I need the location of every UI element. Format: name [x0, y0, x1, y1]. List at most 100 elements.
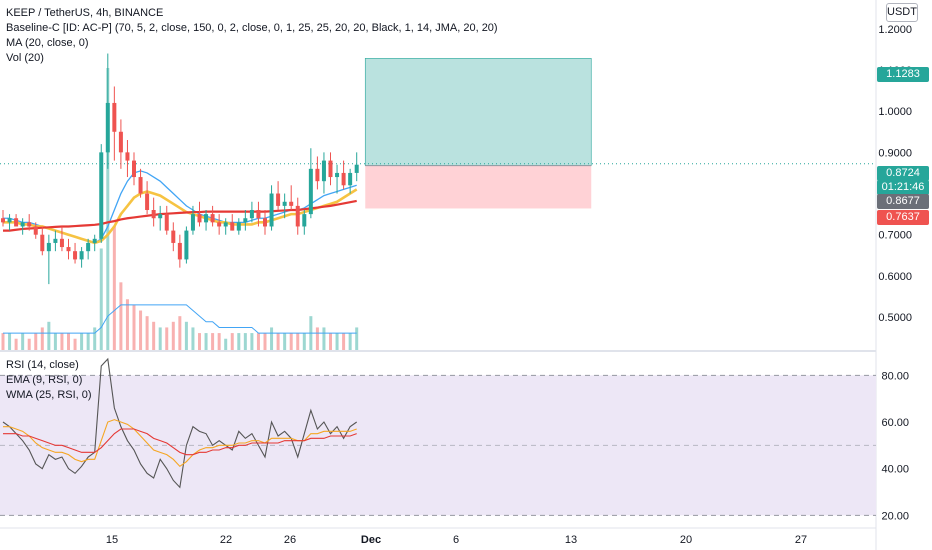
candle-body [138, 177, 143, 194]
candle-body [125, 152, 130, 161]
rsi-ema-label[interactable]: EMA (9, RSI, 0) [6, 374, 83, 386]
candle-body [230, 222, 235, 231]
candle-body [223, 222, 228, 227]
time-tick-label: 26 [284, 534, 296, 546]
time-tick-label: 22 [220, 534, 232, 546]
entry-price-tag: 0.8677 [877, 194, 929, 209]
candle-body [7, 218, 12, 223]
price-tick-label: 1.0000 [878, 106, 912, 118]
volume-bar [184, 321, 188, 350]
volume-bar [335, 333, 339, 350]
candle-body [40, 234, 45, 252]
candle-body [105, 102, 110, 153]
volume-bar [145, 316, 149, 350]
candle-body [27, 222, 32, 227]
candle-body [79, 251, 84, 260]
candle-body [321, 160, 326, 182]
candle-body [99, 152, 104, 239]
volume-bar [60, 333, 64, 350]
candle-body [59, 238, 64, 248]
volume-bar [276, 333, 280, 350]
rsi-tick-label: 80.00 [881, 370, 909, 382]
candle-body [46, 242, 51, 252]
time-tick-label: 15 [106, 534, 118, 546]
candle-body [33, 226, 38, 235]
volume-bar [8, 333, 12, 350]
volume-bar [250, 333, 254, 350]
volume-bar [289, 333, 293, 350]
candle-body [243, 218, 248, 223]
price-tick-label: 0.5000 [878, 312, 912, 324]
ma-indicator-label[interactable]: MA (20, close, 0) [6, 37, 89, 49]
symbol-title[interactable]: KEEP / TetherUS, 4h, BINANCE [6, 7, 164, 19]
volume-bar [21, 333, 25, 350]
volume-bar [296, 333, 300, 350]
candle-body [315, 168, 320, 182]
candle-body [171, 230, 176, 243]
price-tick-label: 1.2000 [878, 24, 912, 36]
candle-body [236, 222, 241, 231]
candle-body [204, 214, 209, 223]
candle-body [190, 214, 195, 231]
rsi-legend: RSI (14, close) EMA (9, RSI, 0) WMA (25,… [6, 358, 92, 403]
candle-body [217, 222, 222, 227]
volume-bar [139, 310, 143, 350]
time-tick-label: 6 [453, 534, 459, 546]
candle-body [197, 214, 202, 223]
volume-bar [119, 282, 123, 350]
volume-bar [211, 333, 215, 350]
volume-bar [80, 333, 84, 350]
candle-body [263, 218, 267, 227]
candle-body [132, 160, 136, 178]
baseline-indicator-label[interactable]: Baseline-C [ID: AC-P] (70, 5, 2, close, … [6, 22, 498, 34]
candle-body [328, 160, 333, 178]
stop-zone [365, 165, 592, 209]
volume-bar [165, 327, 169, 350]
volume-bar [191, 327, 195, 350]
candle-body [92, 238, 97, 243]
time-tick-label: Dec [361, 534, 381, 546]
volume-bar [93, 327, 97, 350]
candle-body [302, 214, 307, 227]
volume-indicator-label[interactable]: Vol (20) [6, 52, 44, 64]
candle-body [112, 102, 117, 132]
volume-bar [158, 327, 162, 350]
volume-bar [256, 333, 260, 350]
time-tick-label: 27 [795, 534, 807, 546]
candle-body [1, 218, 5, 223]
rsi-label[interactable]: RSI (14, close) [6, 359, 79, 371]
volume-bar [283, 333, 287, 350]
rsi-tick-label: 40.00 [881, 464, 909, 476]
volume-bar [67, 333, 70, 350]
volume-bar [263, 333, 267, 350]
rsi-wma-label[interactable]: WMA (25, RSI, 0) [6, 389, 92, 401]
volume-bar [86, 333, 90, 350]
candle-body [354, 164, 359, 173]
time-tick-label: 13 [565, 534, 577, 546]
candle-body [308, 168, 313, 215]
currency-button[interactable]: USDT [886, 3, 918, 22]
volume-bar [1, 333, 5, 350]
volume-bar [171, 321, 175, 350]
price-tick-label: 0.9000 [878, 147, 912, 159]
candle-body [184, 230, 189, 260]
volume-bar [198, 333, 201, 350]
candle-body [335, 172, 340, 178]
candle-body [177, 242, 182, 260]
volume-bar [47, 321, 51, 350]
rsi-tick-label: 60.00 [881, 417, 909, 429]
rsi-series-line-0 [2, 357, 358, 489]
time-tick-label: 20 [680, 534, 692, 546]
candle-body [210, 214, 215, 223]
candle-body [14, 218, 19, 227]
volume-bar [355, 327, 359, 350]
volume-bar [230, 333, 234, 350]
stop-price-tag: 0.7637 [877, 210, 929, 225]
volume-bar [125, 299, 129, 350]
candle-body [295, 205, 300, 227]
volume-bar [322, 327, 326, 350]
volume-bar [348, 333, 352, 350]
candle-body [118, 131, 123, 153]
rsi-series-line-2 [3, 428, 357, 456]
